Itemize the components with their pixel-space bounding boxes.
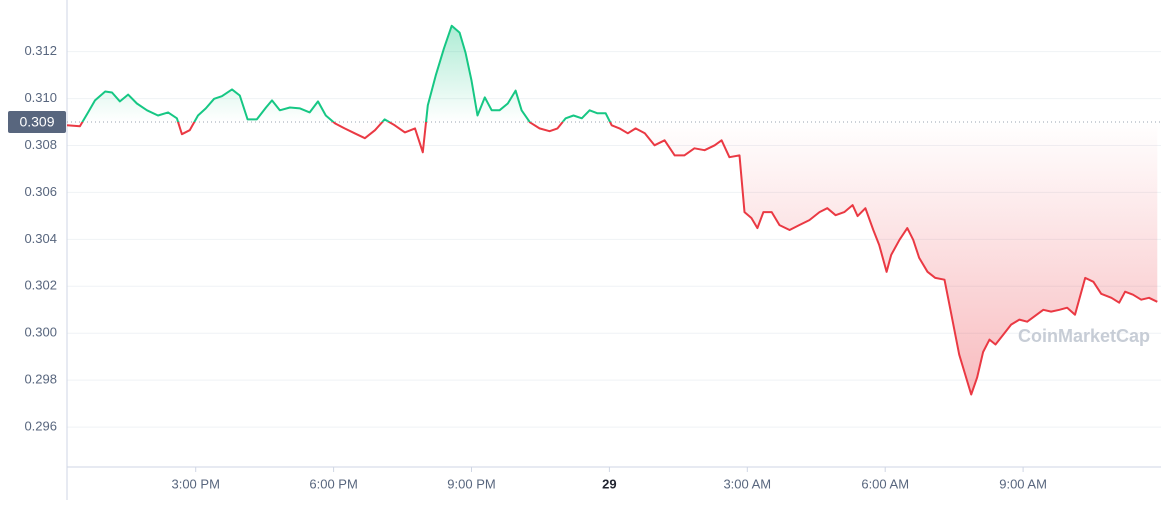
x-tick-label: 3:00 PM xyxy=(171,476,219,491)
y-tick-label: 0.296 xyxy=(24,419,57,434)
y-tick-label: 0.298 xyxy=(24,372,57,387)
y-tick-label: 0.312 xyxy=(24,43,57,58)
baseline-label-box xyxy=(8,111,66,134)
price-line xyxy=(66,24,1158,396)
watermark: CoinMarketCap xyxy=(1018,326,1150,346)
x-tick-label: 6:00 AM xyxy=(861,476,909,491)
x-tick-label: 9:00 AM xyxy=(999,476,1047,491)
baseline-label: 0.309 xyxy=(19,114,54,130)
y-tick-label: 0.302 xyxy=(24,278,57,293)
x-tick-label: 29 xyxy=(602,476,616,491)
x-tick-label: 6:00 PM xyxy=(309,476,357,491)
y-tick-label: 0.300 xyxy=(24,325,57,340)
y-tick-label: 0.310 xyxy=(24,90,57,105)
area xyxy=(67,25,1158,395)
y-tick-label: 0.308 xyxy=(24,137,57,152)
y-tick-label: 0.306 xyxy=(24,184,57,199)
x-tick-label: 3:00 AM xyxy=(723,476,771,491)
x-tick-label: 9:00 PM xyxy=(447,476,495,491)
y-tick-label: 0.304 xyxy=(24,231,57,246)
